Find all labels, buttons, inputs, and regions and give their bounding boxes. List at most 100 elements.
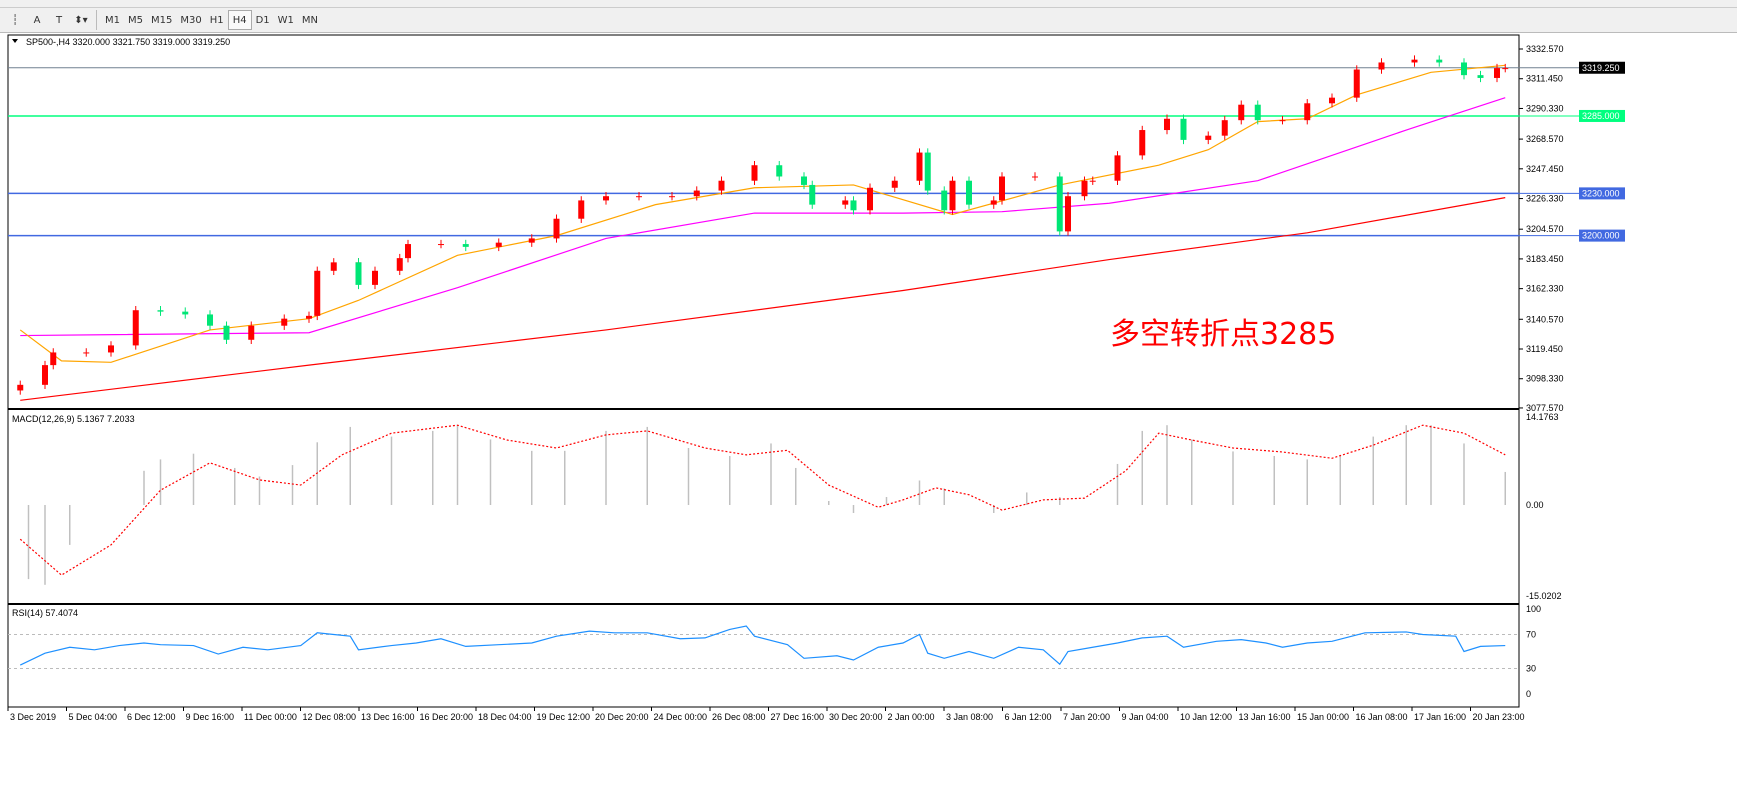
chart-canvas[interactable]: 3332.570 3311.450 3290.330 3268.570 3247.450…	[0, 34, 1737, 796]
timeframe-m30[interactable]: M30	[180, 14, 202, 26]
main-toolbar	[0, 0, 1737, 8]
candle-body	[182, 311, 189, 315]
candle-body	[1081, 180, 1088, 197]
candle-body	[1329, 97, 1335, 104]
time-tick-label: 9 Jan 04:00	[1122, 712, 1169, 722]
candle-body	[966, 180, 972, 205]
time-tick-label: 15 Jan 00:00	[1297, 712, 1349, 722]
time-tick-label: 6 Dec 12:00	[127, 712, 176, 722]
rsi-line	[19, 625, 1506, 666]
time-tick-label: 6 Jan 12:00	[1005, 712, 1052, 722]
time-tick-label: 13 Jan 16:00	[1239, 712, 1291, 722]
time-tick-label: 19 Dec 12:00	[537, 712, 591, 722]
time-tick-label: 13 Dec 16:00	[361, 712, 415, 722]
chart-toolbar: ┆ A T ⬍▾ M1 M5 M15 M30 H1 H4 D1 W1 MN	[0, 8, 1737, 33]
time-tick-label: 18 Dec 04:00	[478, 712, 532, 722]
candle-body	[330, 262, 337, 271]
candle-body	[281, 318, 288, 326]
rsi-tick-label: 100	[1526, 604, 1541, 614]
timeframe-h4[interactable]: H4	[227, 10, 252, 30]
candle-body	[603, 196, 609, 201]
candle-body	[693, 190, 700, 197]
candle-body	[1436, 59, 1443, 63]
candle-body	[1065, 196, 1071, 232]
time-tick-label: 20 Jan 23:00	[1473, 712, 1525, 722]
candle-body	[314, 270, 321, 316]
arrows-tool-button[interactable]: ⬍▾	[74, 14, 88, 26]
candle-body	[223, 325, 230, 340]
candle-body	[924, 152, 931, 191]
current-price-label: 3319.250	[1582, 63, 1620, 73]
candle-body	[50, 352, 57, 366]
candle-body	[867, 187, 873, 211]
candle-body	[1254, 104, 1261, 121]
current-price-badge	[1579, 61, 1625, 74]
candle-body	[916, 152, 923, 181]
candle-body	[1056, 176, 1063, 232]
candle-body	[1164, 118, 1170, 131]
level-price-badge	[1579, 229, 1625, 242]
time-tick-label: 3 Jan 08:00	[946, 712, 993, 722]
timeframe-h1[interactable]: H1	[209, 14, 224, 26]
macd-signal-line	[19, 424, 1506, 576]
candle-body	[438, 244, 444, 246]
candle-body	[949, 180, 956, 211]
candle-body	[891, 180, 898, 188]
candle-body	[306, 315, 312, 319]
candle-body	[751, 165, 758, 181]
time-tick-label: 7 Jan 20:00	[1063, 712, 1110, 722]
chart-title: SP500-,H4 3320.000 3321.750 3319.000 331…	[26, 37, 230, 47]
candle-body	[462, 244, 469, 247]
candle-body	[1353, 69, 1360, 98]
time-tick-label: 10 Jan 12:00	[1180, 712, 1232, 722]
time-tick-label: 30 Dec 20:00	[829, 712, 883, 722]
timeframe-m5[interactable]: M5	[128, 14, 143, 26]
candle-body	[42, 365, 48, 385]
level-price-label: 3200.000	[1582, 231, 1620, 241]
time-tick-label: 24 Dec 00:00	[654, 712, 708, 722]
price-tick-label: 3119.450	[1526, 344, 1563, 354]
rsi-tick-label: 30	[1526, 664, 1536, 674]
candle-body	[1378, 62, 1385, 70]
candle-body	[355, 262, 362, 285]
timeframe-d1[interactable]: D1	[255, 14, 270, 26]
level-price-label: 3285.000	[1582, 111, 1620, 121]
price-tick-label: 3077.570	[1526, 403, 1564, 413]
price-tick-label: 3183.450	[1526, 254, 1564, 264]
candle-body	[157, 310, 164, 312]
candle-body	[248, 325, 255, 340]
candle-body	[999, 176, 1005, 201]
macd-tick-label: 14.1763	[1526, 412, 1559, 422]
candle-body	[17, 384, 24, 391]
text-tool-button[interactable]: A	[33, 14, 41, 26]
price-tick-label: 3332.570	[1526, 44, 1564, 54]
timeframe-m1[interactable]: M1	[105, 14, 120, 26]
timeframe-w1[interactable]: W1	[277, 14, 294, 26]
candle-body	[842, 200, 849, 205]
candle-body	[801, 176, 807, 185]
macd-tick-label: 0.00	[1526, 500, 1544, 510]
macd-title: MACD(12,26,9) 5.1367 7.2033	[12, 414, 135, 424]
candle-body	[1494, 68, 1500, 78]
time-tick-label: 17 Jan 16:00	[1414, 712, 1466, 722]
price-tick-label: 3162.330	[1526, 284, 1564, 294]
timeframe-m15[interactable]: M15	[151, 14, 173, 26]
period-separator-icon[interactable]: ┆	[11, 14, 19, 26]
candle-body	[669, 196, 675, 198]
candle-body	[1304, 103, 1311, 121]
collapse-triangle-icon	[12, 39, 18, 43]
time-tick-label: 16 Jan 08:00	[1356, 712, 1408, 722]
level-price-badge	[1579, 109, 1625, 122]
candle-body	[405, 244, 411, 259]
text-label-tool-button[interactable]: T	[55, 14, 63, 26]
price-tick-label: 3290.330	[1526, 103, 1564, 113]
timeframe-mn[interactable]: MN	[301, 14, 319, 26]
candle-body	[990, 200, 997, 205]
ma-mid-line	[20, 97, 1506, 337]
time-tick-label: 20 Dec 20:00	[595, 712, 649, 722]
time-tick-label: 11 Dec 00:00	[244, 712, 297, 722]
candle-body	[1221, 120, 1228, 136]
candle-body	[1411, 59, 1418, 63]
time-tick-label: 26 Dec 08:00	[712, 712, 766, 722]
price-tick-label: 3247.450	[1526, 164, 1564, 174]
